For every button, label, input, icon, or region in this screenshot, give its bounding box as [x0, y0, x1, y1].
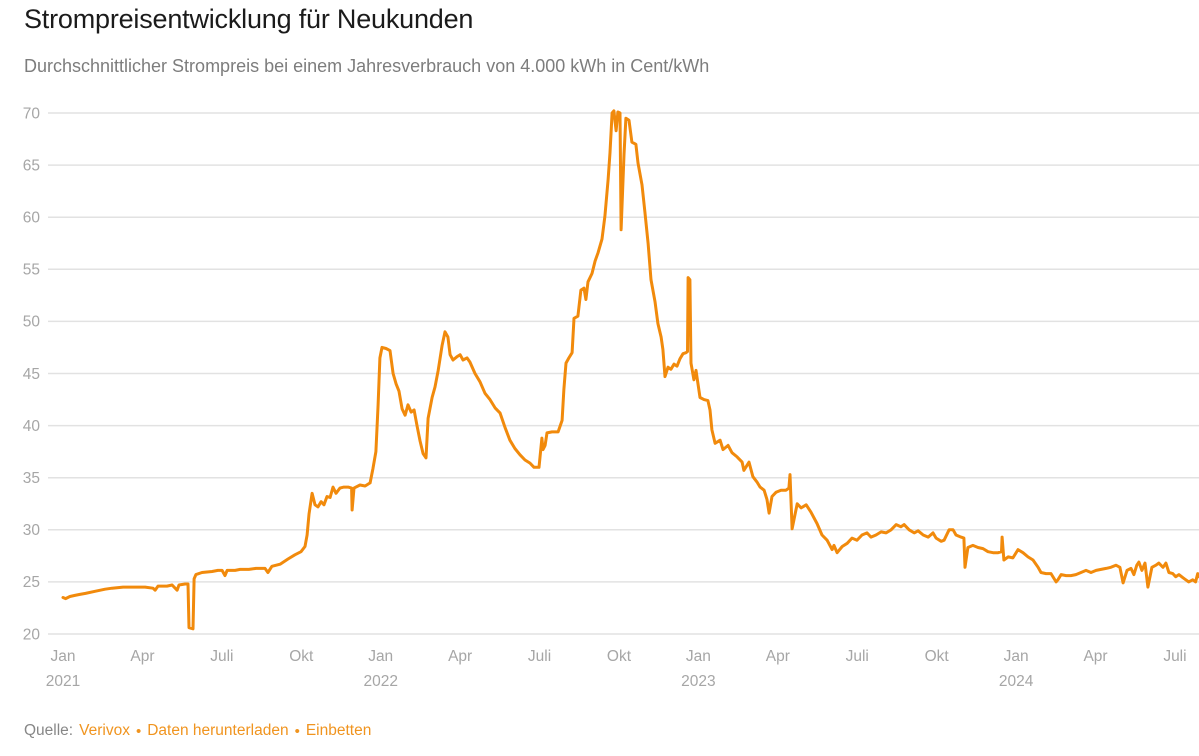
y-tick-label: 30 — [23, 522, 41, 539]
embed-link[interactable]: Einbetten — [305, 722, 372, 739]
x-tick-label: Okt — [925, 648, 950, 665]
y-tick-label: 25 — [23, 574, 40, 591]
page-title: Strompreisentwicklung für Neukunden — [24, 4, 474, 34]
y-tick-label: 20 — [23, 626, 41, 643]
footer-separator: • — [135, 722, 142, 740]
x-tick-year-label: 2021 — [46, 673, 80, 690]
source-link-verivox[interactable]: Verivox — [79, 722, 130, 739]
x-tick-label: Apr — [448, 648, 472, 665]
x-tick-year-label: 2023 — [681, 673, 715, 690]
x-tick-year-label: 2022 — [363, 673, 397, 690]
y-tick-label: 60 — [23, 209, 41, 226]
x-tick-label: Juli — [1163, 648, 1186, 665]
x-tick-label: Jan — [368, 648, 393, 665]
price-line — [61, 109, 1199, 631]
footer-separator: • — [294, 722, 300, 740]
y-tick-label: 55 — [23, 262, 40, 279]
x-tick-label: Okt — [289, 648, 314, 665]
download-link[interactable]: Daten herunterladen — [147, 722, 289, 739]
x-tick-label: Jan — [51, 648, 76, 665]
y-tick-label: 70 — [23, 105, 41, 122]
y-tick-label: 40 — [23, 418, 41, 435]
x-tick-label: Juli — [846, 648, 869, 665]
x-tick-label: Jan — [1004, 648, 1029, 665]
source-label: Quelle: — [24, 722, 74, 739]
x-tick-label: Apr — [766, 648, 790, 665]
y-tick-label: 35 — [23, 470, 40, 487]
x-tick-year-label: 2024 — [999, 673, 1034, 690]
x-tick-label: Juli — [210, 648, 233, 665]
x-tick-label: Jan — [686, 648, 711, 665]
y-tick-label: 50 — [23, 314, 41, 331]
x-tick-label: Juli — [528, 648, 551, 665]
footer: Quelle: Verivox • Daten herunterladen • … — [24, 722, 371, 740]
page-subtitle: Durchschnittlicher Strompreis bei einem … — [24, 56, 710, 76]
x-tick-label: Okt — [607, 648, 632, 665]
line-chart[interactable]: 70 65 60 55 50 45 40 35 30 25 20 Jan 2021 Apr Juli Okt J… — [0, 0, 1199, 710]
y-tick-label: 45 — [23, 366, 40, 383]
x-tick-label: Apr — [130, 648, 154, 665]
y-tick-label: 65 — [23, 157, 40, 174]
x-tick-label: Apr — [1083, 648, 1107, 665]
